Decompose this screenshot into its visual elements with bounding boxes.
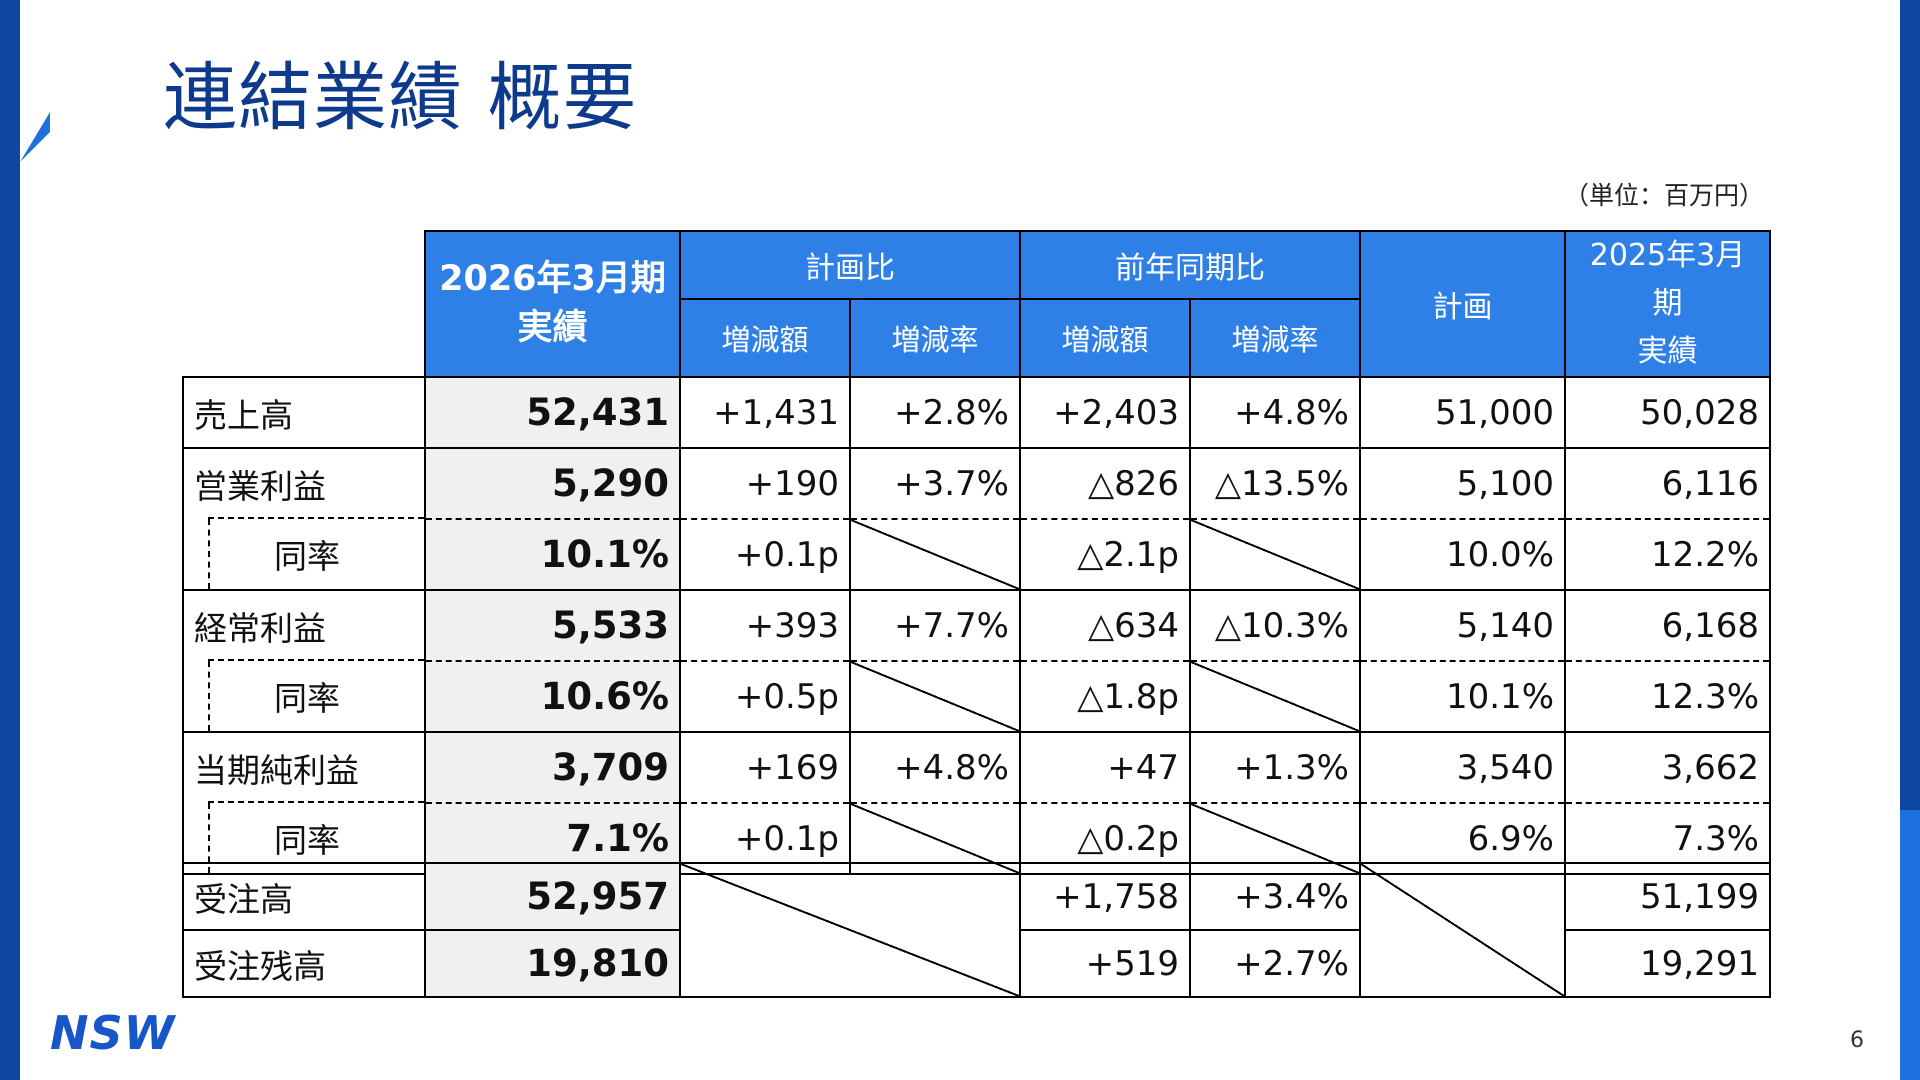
page-title: 連結業績 概要 <box>163 55 638 141</box>
yoy-rate-value: △10.3% <box>1189 589 1361 661</box>
actual-value: 5,290 <box>424 447 681 519</box>
plan-rate-value: +3.7% <box>849 447 1021 519</box>
header-plan-diff-rate: 増減率 <box>849 298 1021 378</box>
yoy-diff-value: +519 <box>1019 929 1191 998</box>
prev-actual-value: 19,291 <box>1564 929 1771 998</box>
orders-table: 受注高 52,957 +1,758 +3.4% 51,199 受注残高 19,8… <box>182 862 1771 998</box>
header-plan: 計画 <box>1359 230 1566 378</box>
row-label: 営業利益 <box>182 447 426 519</box>
plan-rate-value: +7.7% <box>849 589 1021 661</box>
empty-slash-cell <box>1359 862 1566 998</box>
plan-value: 51,000 <box>1359 376 1566 449</box>
yoy-diff-value: △826 <box>1019 447 1191 519</box>
row-label: 同率 <box>182 517 426 591</box>
plan-diff-value: +0.1p <box>679 518 851 591</box>
table-row: 経常利益 5,533 +393 +7.7% △634 △10.3% 5,140 … <box>182 589 1771 661</box>
header-yoy-diff-amount: 増減額 <box>1019 298 1191 378</box>
empty-slash-cell <box>679 862 1021 998</box>
row-label: 当期純利益 <box>182 731 426 803</box>
row-label: 受注残高 <box>182 929 426 998</box>
prev-actual-value: 50,028 <box>1564 376 1771 449</box>
prev-actual-value: 6,168 <box>1564 589 1771 661</box>
yoy-rate-value: +4.8% <box>1189 376 1361 449</box>
plan-value: 3,540 <box>1359 731 1566 803</box>
actual-value: 19,810 <box>424 929 681 998</box>
header-current-actual: 2026年3月期 実績 <box>424 230 681 378</box>
yoy-rate-value: △13.5% <box>1189 447 1361 519</box>
empty-slash-cell <box>1189 660 1361 733</box>
nsw-logo: NSW <box>50 1006 176 1060</box>
actual-value: 3,709 <box>424 731 681 803</box>
plan-value: 5,140 <box>1359 589 1566 661</box>
yoy-diff-value: △2.1p <box>1019 518 1191 591</box>
header-prev-actual: 2025年3月期 実績 <box>1564 230 1771 378</box>
row-label: 経常利益 <box>182 589 426 661</box>
row-label: 同率 <box>182 659 426 733</box>
results-table: 2026年3月期 実績 計画比 前年同期比 計画 2025年3月期 実績 増減額… <box>182 229 1771 875</box>
actual-value: 52,957 <box>424 862 681 931</box>
left-accent-notch <box>20 112 50 162</box>
right-accent-bar-light <box>1900 810 1920 1080</box>
plan-diff-value: +0.5p <box>679 660 851 733</box>
plan-rate-value: +2.8% <box>849 376 1021 449</box>
prev-actual-value: 12.3% <box>1564 660 1771 733</box>
row-label: 受注高 <box>182 862 426 931</box>
yoy-rate-value: +2.7% <box>1189 929 1361 998</box>
yoy-diff-value: △634 <box>1019 589 1191 661</box>
yoy-diff-value: +47 <box>1019 731 1191 803</box>
header-plan-diff-amount: 増減額 <box>679 298 851 378</box>
prev-actual-value: 12.2% <box>1564 518 1771 591</box>
table-row-ratio: 同率 10.1% +0.1p △2.1p 10.0% 12.2% <box>182 517 1771 591</box>
table-row: 受注高 52,957 +1,758 +3.4% 51,199 <box>182 862 1771 998</box>
plan-rate-value: +4.8% <box>849 731 1021 803</box>
plan-diff-value: +190 <box>679 447 851 519</box>
header-yoy-diff-rate: 増減率 <box>1189 298 1361 378</box>
plan-diff-value: +169 <box>679 731 851 803</box>
right-accent-bar <box>1900 0 1920 810</box>
prev-actual-value: 6,116 <box>1564 447 1771 519</box>
left-accent-bar <box>0 0 20 1080</box>
plan-value: 10.0% <box>1359 518 1566 591</box>
yoy-diff-value: +1,758 <box>1019 862 1191 931</box>
plan-value: 5,100 <box>1359 447 1566 519</box>
yoy-rate-value: +3.4% <box>1189 862 1361 931</box>
actual-value: 5,533 <box>424 589 681 661</box>
table-row: 当期純利益 3,709 +169 +4.8% +47 +1.3% 3,540 3… <box>182 731 1771 803</box>
header-blank-corner <box>183 231 425 377</box>
yoy-diff-value: +2,403 <box>1019 376 1191 449</box>
header-yoy-compare: 前年同期比 <box>1019 229 1361 301</box>
actual-value: 10.1% <box>424 518 681 591</box>
empty-slash-cell <box>849 660 1021 733</box>
plan-value: 10.1% <box>1359 660 1566 733</box>
empty-slash-cell <box>1189 518 1361 591</box>
prev-actual-value: 3,662 <box>1564 731 1771 803</box>
header-plan-compare: 計画比 <box>679 229 1021 301</box>
plan-diff-value: +393 <box>679 589 851 661</box>
table-row-ratio: 同率 10.6% +0.5p △1.8p 10.1% 12.3% <box>182 659 1771 733</box>
table-row: 売上高 52,431 +1,431 +2.8% +2,403 +4.8% 51,… <box>182 376 1771 449</box>
yoy-diff-value: △1.8p <box>1019 660 1191 733</box>
row-label: 売上高 <box>182 376 426 449</box>
empty-slash-cell <box>849 518 1021 591</box>
actual-value: 10.6% <box>424 660 681 733</box>
yoy-rate-value: +1.3% <box>1189 731 1361 803</box>
page-number: 6 <box>1850 1028 1864 1053</box>
prev-actual-value: 51,199 <box>1564 862 1771 931</box>
table-row: 受注残高 19,810 +519 +2.7% 19,291 <box>182 929 1771 998</box>
plan-diff-value: +1,431 <box>679 376 851 449</box>
actual-value: 52,431 <box>424 376 681 449</box>
table-row: 営業利益 5,290 +190 +3.7% △826 △13.5% 5,100 … <box>182 447 1771 519</box>
unit-note: （単位：百万円） <box>1563 181 1764 210</box>
